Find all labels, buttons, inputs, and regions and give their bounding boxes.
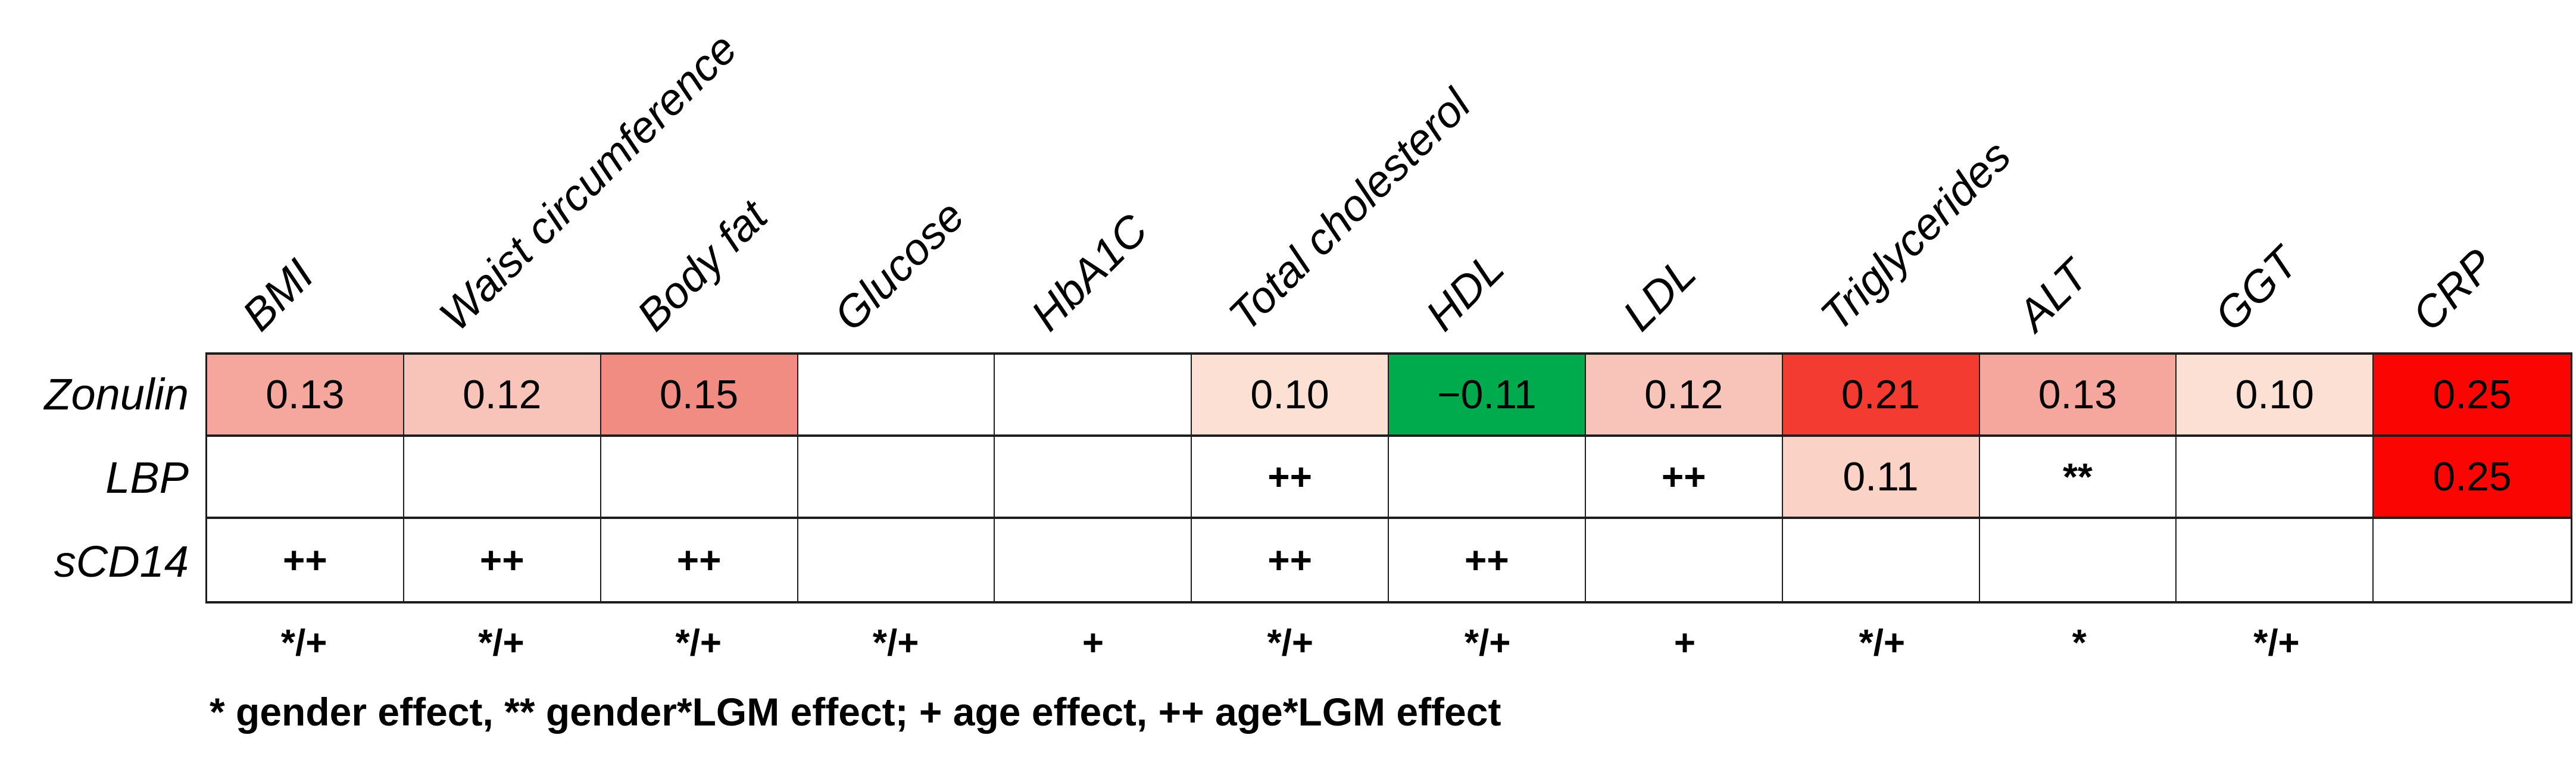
cell-scd14-body-fat: ++ [601,519,798,601]
column-header-crp: CRP [2402,239,2503,340]
cell-lbp-hba1c [995,437,1192,519]
cell-zonulin-hba1c [995,355,1192,437]
cell-zonulin-crp: 0.25 [2374,355,2571,437]
heatmap-grid: 0.13 0.12 0.15 0.10 −0.11 0.12 0.21 0.13… [205,352,2572,603]
effect-marker: + [1673,622,1696,664]
cell-zonulin-waist: 0.12 [404,355,601,437]
cell-lbp-waist [404,437,601,519]
effect-marker: */+ [675,622,722,664]
column-header-triglycerides: Triglycerides [1810,131,2021,340]
effect-marker: */+ [1267,622,1314,664]
cell-scd14-bmi: ++ [207,519,404,601]
cell-lbp-body-fat [601,437,798,519]
row-labels: Zonulin LBP sCD14 [0,352,197,603]
footnote: * gender effect, ** gender*LGM effect; +… [210,690,1501,734]
effect-marker: + [1082,622,1104,664]
cell-scd14-hdl: ++ [1389,519,1586,601]
cell-zonulin-triglycerides: 0.21 [1782,355,1980,437]
row-label-lbp: LBP [105,453,189,503]
column-header-alt: ALT [2007,250,2098,340]
cell-lbp-bmi [207,437,404,519]
cell-zonulin-ldl: 0.12 [1585,355,1783,437]
cell-zonulin-alt: 0.13 [1979,355,2177,437]
column-header-hdl: HDL [1416,243,1514,340]
cell-zonulin-hdl: −0.11 [1389,355,1586,437]
cell-lbp-triglycerides: 0.11 [1782,437,1980,519]
effect-marker: */+ [1464,622,1511,664]
cell-lbp-ldl: ++ [1585,437,1783,519]
row-label-zonulin: Zonulin [44,369,189,419]
cell-scd14-waist: ++ [404,519,601,601]
cell-scd14-glucose [798,519,995,601]
effect-marker: * [2072,622,2087,664]
effect-marker: */+ [2253,622,2300,664]
cell-lbp-glucose [798,437,995,519]
cell-zonulin-glucose [798,355,995,437]
column-header-glucose: Glucose [824,190,974,340]
row-label-scd14: sCD14 [54,537,189,587]
column-effect-markers: */+ */+ */+ */+ + */+ */+ + */+ * */+ [205,613,2572,673]
cell-lbp-alt: ** [1979,437,2177,519]
cell-scd14-alt [1979,519,2177,601]
effect-marker: */+ [478,622,524,664]
cell-zonulin-bmi: 0.13 [207,355,404,437]
cell-scd14-ldl [1585,519,1783,601]
cell-scd14-crp [2374,519,2571,601]
cell-scd14-triglycerides [1782,519,1980,601]
cell-lbp-hdl [1389,437,1586,519]
effect-marker: */+ [280,622,327,664]
cell-scd14-hba1c [995,519,1192,601]
effect-marker [2375,613,2572,673]
cell-scd14-total-cholesterol: ++ [1192,519,1389,601]
column-header-ggt: GGT [2205,237,2308,340]
column-header-ldl: LDL [1613,248,1706,340]
effect-marker: */+ [872,622,919,664]
cell-lbp-crp: 0.25 [2374,437,2571,519]
column-header-body-fat: Body fat [627,190,777,340]
cell-zonulin-ggt: 0.10 [2177,355,2374,437]
cell-lbp-total-cholesterol: ++ [1192,437,1389,519]
cell-scd14-ggt [2177,519,2374,601]
column-header-hba1c: HbA1C [1021,205,1157,340]
cell-zonulin-total-cholesterol: 0.10 [1192,355,1389,437]
cell-lbp-ggt [2177,437,2374,519]
column-header-bmi: BMI [232,249,323,340]
cell-zonulin-body-fat: 0.15 [601,355,798,437]
effect-marker: */+ [1859,622,1906,664]
